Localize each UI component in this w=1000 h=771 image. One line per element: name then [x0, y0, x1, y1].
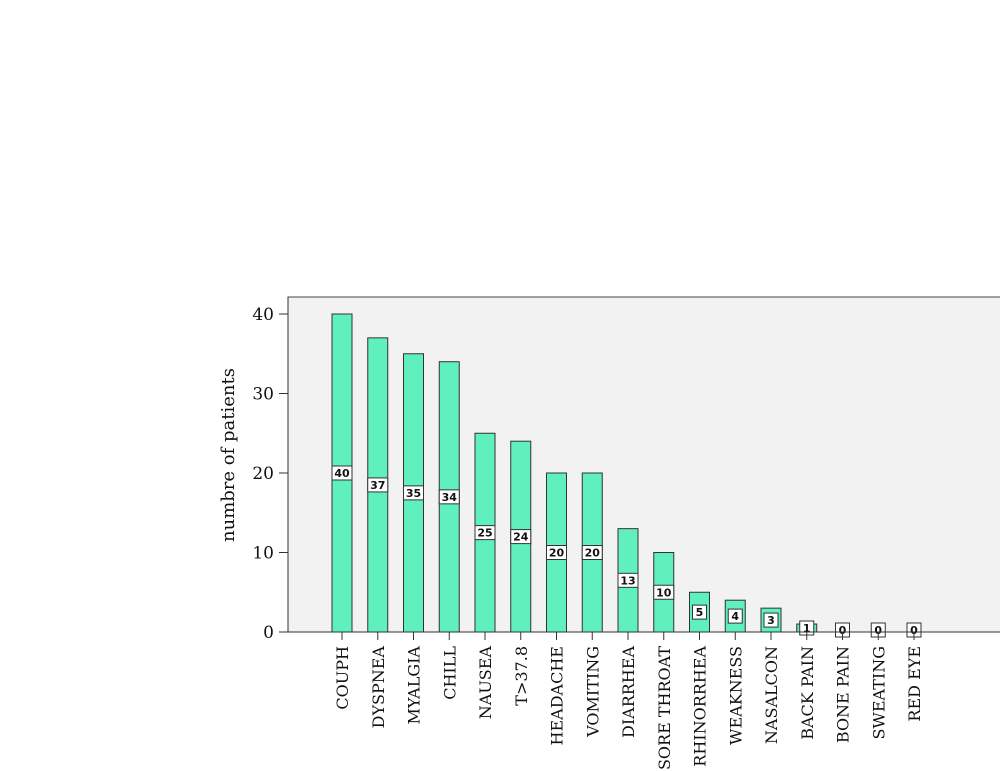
data-label: 0: [874, 624, 882, 637]
x-tick-label: BONE PAIN: [834, 646, 853, 743]
data-label-box: [617, 572, 639, 588]
x-tick-label: DIARRHEA: [619, 646, 638, 738]
y-ticks-group: 0 10 20 30 40: [252, 305, 288, 643]
data-label-box: [403, 485, 424, 501]
data-label: 1: [803, 622, 811, 635]
y-tick-label: 30: [252, 385, 274, 405]
data-label: 35: [406, 487, 421, 500]
x-tick-label: SORE THROAT: [655, 646, 674, 770]
data-label-box: [331, 465, 353, 481]
x-tick-label: DYSPNEA: [369, 646, 388, 729]
data-label: 40: [334, 467, 350, 480]
x-tick-label: VOMITING: [583, 646, 602, 738]
y-tick-label: 10: [252, 544, 274, 564]
y-tick-label: 40: [252, 305, 274, 325]
x-tick-label: SWEATING: [869, 646, 888, 740]
data-label: 3: [767, 614, 775, 627]
x-tick-label: BACK PAIN: [798, 646, 817, 740]
data-label: 5: [696, 606, 704, 619]
data-label-box: [546, 545, 567, 560]
x-tick-label: COUPH: [333, 646, 352, 710]
y-tick-label: 20: [252, 464, 274, 484]
data-label: 34: [442, 491, 458, 504]
x-tick-label: WEAKNESS: [726, 646, 745, 745]
data-label-box: [438, 489, 460, 505]
data-label-box: [727, 608, 743, 624]
x-tick-label: NASALCON: [762, 646, 781, 744]
data-label-box: [474, 525, 496, 541]
data-label: 25: [477, 527, 492, 540]
data-label: 13: [620, 574, 635, 587]
data-label: 0: [910, 624, 918, 637]
x-tick-label: MYALGIA: [405, 646, 424, 725]
data-label-box: [581, 545, 603, 560]
data-label: 10: [656, 586, 672, 599]
x-tick-label: NAUSEA: [476, 646, 495, 720]
plot-area: [287, 296, 1000, 633]
data-label: 4: [731, 610, 739, 623]
data-label-box: [367, 477, 389, 493]
data-label: 24: [513, 531, 529, 544]
x-ticks-group: COUPH DYSPNEA MYALGIA CHILL NAUSEA T>37.8 HEAD…: [333, 632, 924, 770]
data-label: 20: [549, 547, 565, 560]
data-label-box: [763, 612, 779, 628]
x-tick-label: HEADACHE: [548, 646, 567, 745]
data-label-box: [653, 584, 675, 600]
data-label-box: [510, 529, 532, 545]
y-axis-label: numbre of patients: [218, 368, 239, 542]
data-label: 20: [585, 547, 601, 560]
x-tick-label: RED EYE: [905, 646, 924, 722]
x-tick-label: RHINORRHEA: [691, 646, 710, 767]
x-tick-label: T>37.8: [512, 646, 531, 706]
data-label: 0: [839, 624, 847, 637]
data-label-box: [692, 604, 707, 620]
data-label: 37: [370, 479, 385, 492]
y-tick-label: 0: [263, 623, 274, 643]
x-tick-label: CHILL: [440, 646, 459, 700]
